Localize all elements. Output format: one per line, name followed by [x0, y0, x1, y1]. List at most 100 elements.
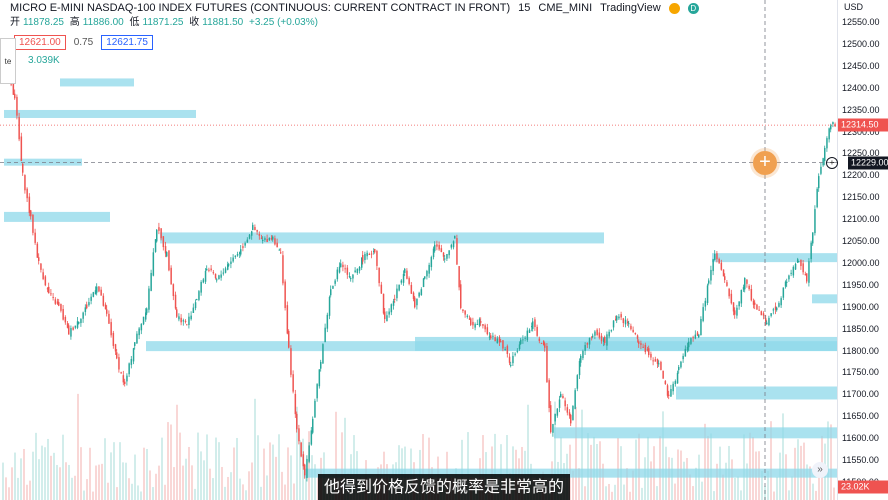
candle-body [227, 264, 229, 270]
candle-body [654, 359, 657, 362]
candle-body [216, 279, 218, 281]
crosshair-plus-icon[interactable]: + [826, 156, 838, 169]
candle-body [56, 301, 59, 304]
candle-body [322, 344, 324, 364]
candle-body [684, 348, 687, 357]
sell-button[interactable]: 12621.00 [14, 35, 66, 50]
candle-body [244, 243, 246, 246]
scroll-to-realtime-button[interactable]: » [812, 462, 828, 478]
close-value: 11881.50 [202, 17, 244, 28]
price-chart[interactable] [0, 0, 838, 500]
candle-body [688, 341, 690, 348]
candle-body [502, 340, 504, 349]
candle-body [564, 400, 566, 407]
candle-body [30, 210, 32, 217]
volume-bar [722, 474, 724, 500]
volume-bar [197, 432, 199, 500]
candle-body [418, 292, 420, 297]
interval[interactable]: 15 [518, 2, 531, 14]
candle-body [342, 264, 344, 268]
candle-body [156, 229, 158, 242]
candle-body [690, 338, 692, 344]
volume-bar [614, 484, 616, 500]
volume-bar [299, 440, 301, 500]
symbol-title[interactable]: MICRO E-MINI NASDAQ-100 INDEX FUTURES (C… [10, 2, 511, 14]
data-badge-icon[interactable]: D [687, 2, 699, 14]
volume-bar [143, 447, 145, 500]
market-status-icon[interactable] [668, 2, 680, 14]
side-panel-tab[interactable]: te [0, 38, 16, 84]
candle-body [702, 307, 704, 321]
volume-bar [554, 401, 556, 500]
price-axis[interactable]: USD 12550.00 12500.00 12450.00 12400.00 1235… [837, 0, 888, 500]
candle-body [550, 405, 552, 433]
candle-body [648, 348, 650, 356]
candle-body [470, 318, 472, 325]
candle-body [354, 270, 356, 272]
volume-bar [674, 483, 676, 500]
candle-body [396, 288, 398, 299]
candle-body [720, 262, 723, 270]
volume-bar [788, 490, 790, 500]
candle-body [636, 335, 639, 339]
add-plus-button[interactable]: + [753, 150, 777, 175]
candle-body [224, 268, 227, 273]
volume-bar [578, 468, 580, 500]
price-zone [415, 336, 838, 351]
candle-body [330, 289, 332, 296]
candle-body [98, 286, 100, 292]
volume-bar [65, 462, 67, 500]
candle-body [366, 252, 368, 257]
volume-bar [806, 464, 808, 500]
candle-body [792, 266, 795, 276]
candle-body [612, 320, 615, 328]
volume-bar [167, 422, 169, 500]
volume-bar [203, 460, 205, 500]
candle-body [716, 253, 718, 260]
candle-body [32, 214, 34, 233]
volume-bar [314, 464, 316, 500]
volume-bar [179, 432, 181, 500]
candle-body [574, 390, 576, 409]
candle-body [700, 319, 702, 336]
candle-body [462, 309, 464, 311]
candle-body [662, 370, 664, 379]
candle-body [376, 251, 378, 266]
buy-button[interactable]: 12621.75 [101, 35, 153, 50]
candle-body [452, 241, 455, 248]
volume-bar [641, 487, 643, 500]
candle-body [204, 271, 207, 282]
candle-body [436, 244, 438, 247]
volume-bar [158, 465, 160, 500]
candle-body [178, 316, 180, 320]
volume-bar [506, 435, 508, 500]
candle-body [314, 400, 316, 418]
volume-bar [53, 452, 55, 500]
candle-body [16, 96, 18, 116]
candle-body [384, 311, 386, 320]
candle-body [536, 326, 538, 336]
candle-body [194, 302, 197, 309]
high-value: 11886.00 [82, 17, 124, 28]
volume-bar [128, 478, 130, 500]
currency-label[interactable]: USD [844, 2, 864, 12]
price-tick-label: 12550.00 [842, 17, 880, 27]
candle-body [116, 352, 118, 359]
candle-body [538, 338, 541, 341]
volume-bar [287, 447, 289, 500]
volume-bar [584, 486, 586, 500]
candle-body [786, 281, 788, 283]
candle-body [770, 313, 772, 316]
candle-body [160, 228, 162, 239]
candle-body [264, 238, 266, 240]
candle-body [760, 311, 763, 316]
volume-bar [2, 462, 4, 500]
candle-body [592, 335, 594, 337]
volume-bar [116, 487, 118, 500]
candle-body [324, 327, 326, 343]
candle-body [74, 325, 77, 328]
candle-body [126, 375, 128, 382]
candle-body [660, 361, 662, 370]
candle-body [432, 248, 435, 258]
candle-body [754, 302, 756, 305]
